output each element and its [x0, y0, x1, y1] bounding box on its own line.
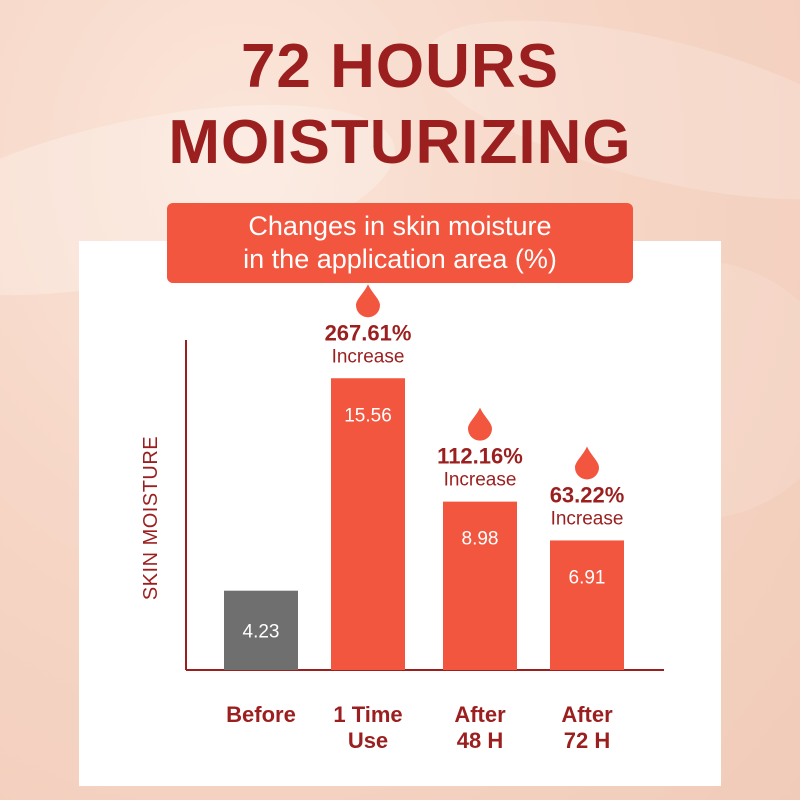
water-drop-icon — [356, 284, 380, 318]
bar — [224, 590, 298, 670]
headline-line-2: MOISTURIZING — [168, 108, 632, 177]
bar — [331, 378, 405, 670]
category-label: After — [454, 702, 506, 727]
increase-label: Increase — [332, 346, 405, 367]
increase-percent: 267.61% — [325, 320, 412, 345]
increase-percent: 63.22% — [550, 482, 625, 507]
increase-percent: 112.16% — [437, 444, 523, 469]
bar — [443, 501, 517, 670]
chart-title-line-1: Changes in skin moisture — [248, 211, 552, 242]
bar-value-label: 4.23 — [243, 621, 280, 642]
bar-value-label: 8.98 — [462, 529, 499, 550]
y-axis-label: SKIN MOISTURE — [140, 436, 162, 600]
chart-title-box: Changes in skin moisture in the applicat… — [167, 203, 633, 283]
category-label: Before — [226, 702, 296, 727]
chart-title-line-2: in the application area (%) — [243, 244, 557, 274]
increase-label: Increase — [551, 508, 624, 529]
water-drop-icon — [468, 407, 492, 441]
category-label: Use — [348, 728, 388, 753]
category-label: 48 H — [457, 728, 503, 753]
bar-value-label: 15.56 — [344, 405, 392, 426]
category-label: 1 Time — [333, 702, 402, 727]
bar-value-label: 6.91 — [569, 567, 606, 588]
headline-line-1: 72 HOURS — [240, 32, 560, 101]
category-label: After — [561, 702, 613, 727]
category-label: 72 H — [564, 728, 610, 753]
bar — [550, 540, 624, 670]
increase-label: Increase — [444, 470, 517, 491]
water-drop-icon — [575, 446, 599, 480]
